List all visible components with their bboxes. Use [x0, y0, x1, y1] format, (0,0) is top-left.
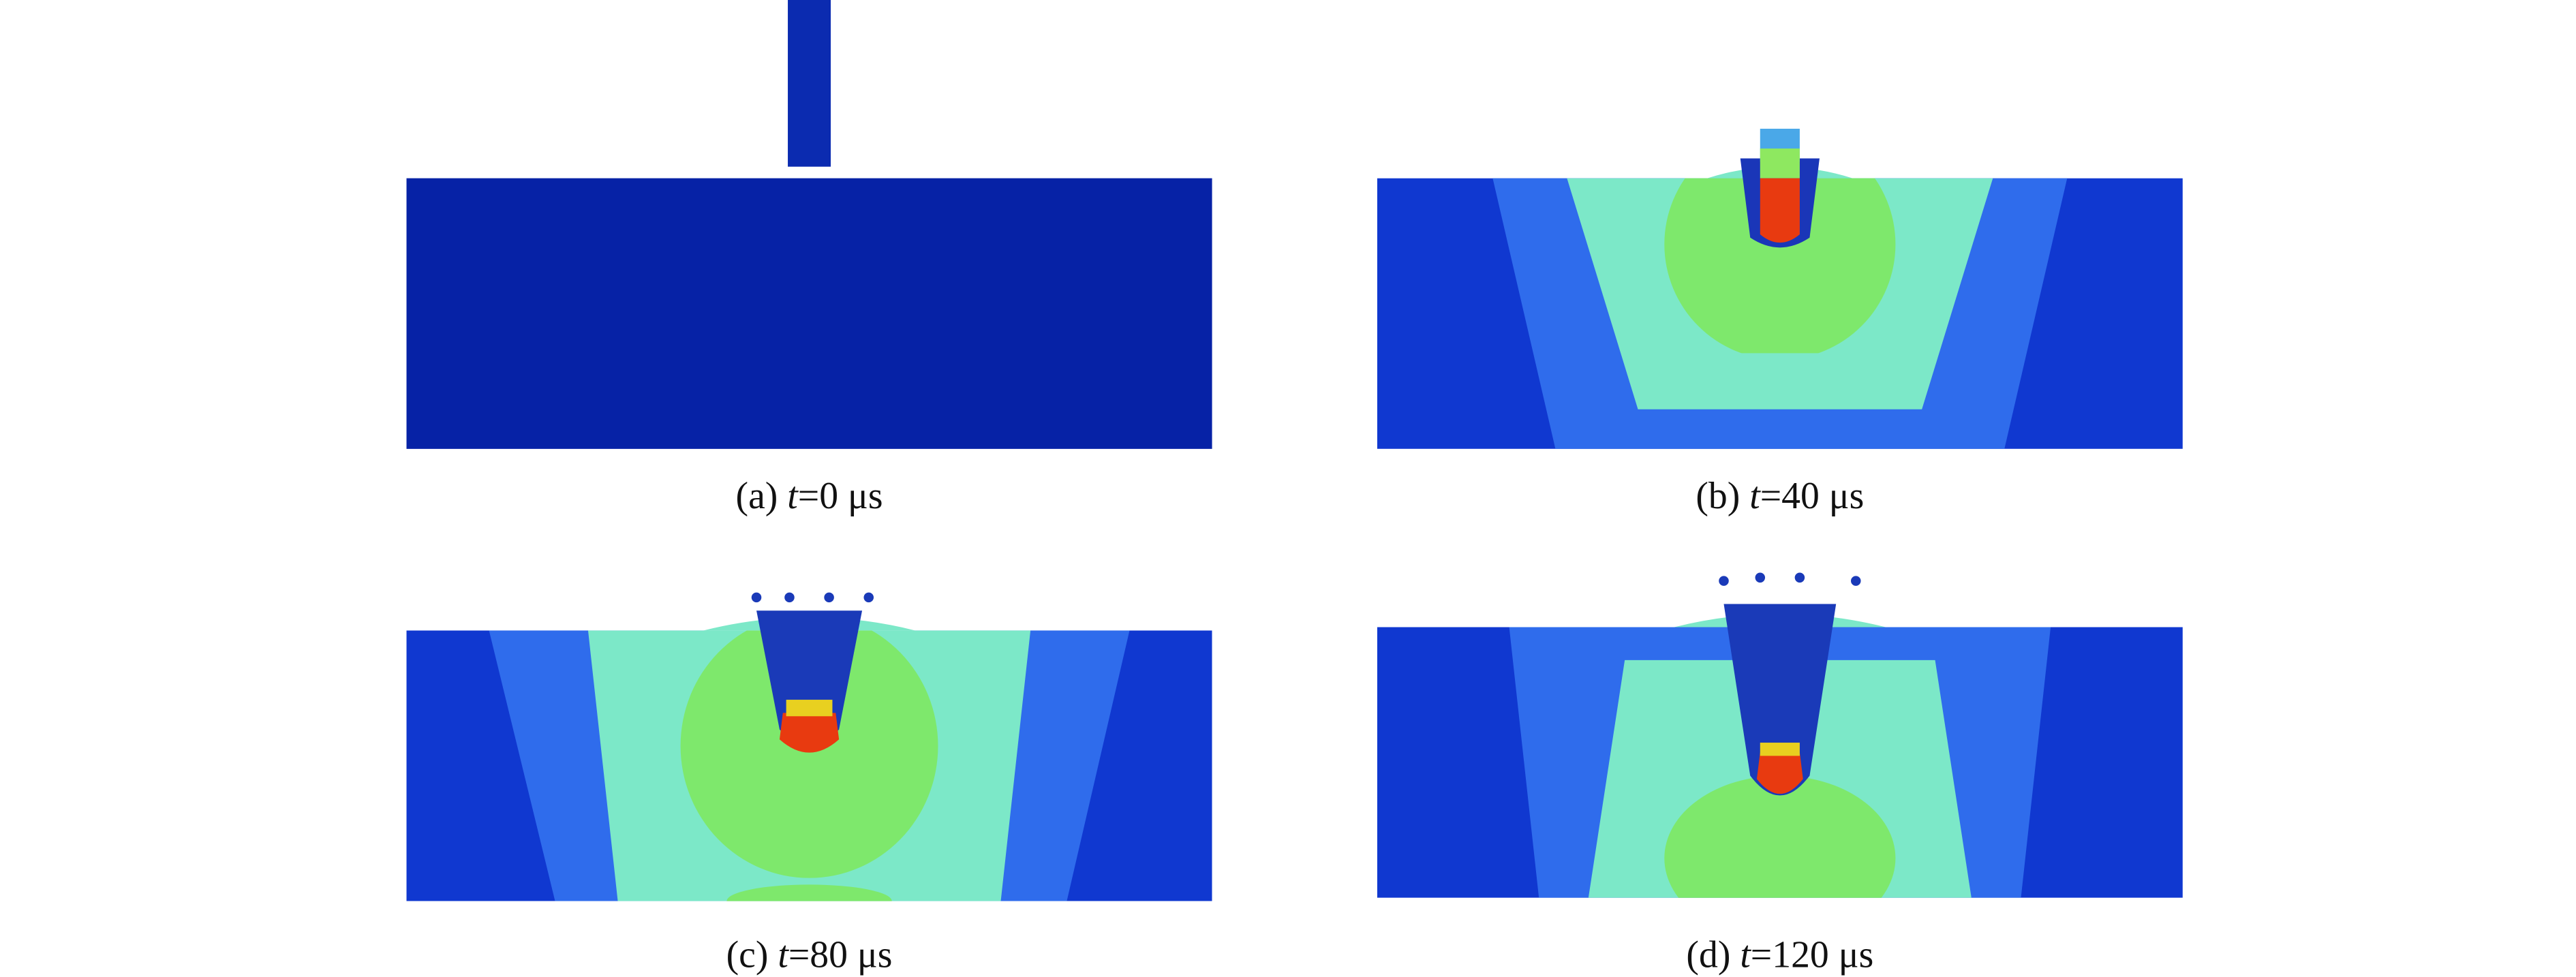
caption-variable: t	[787, 475, 799, 517]
caption-label: (a)	[736, 475, 778, 517]
panel-a	[406, 0, 1212, 449]
projectile	[751, 592, 874, 753]
caption-variable: t	[778, 933, 789, 976]
caption: (d) t=120 μs	[1686, 933, 1873, 976]
caption-variable: t	[1740, 933, 1751, 976]
caption: (b) t=40 μs	[1696, 475, 1864, 517]
caption-label: (c)	[726, 933, 769, 976]
caption-time: =80 μs	[788, 933, 893, 976]
caption-variable: t	[1749, 475, 1761, 517]
panel-b	[1377, 128, 2183, 449]
caption-time: =120 μs	[1751, 933, 1873, 976]
caption-time: =0 μs	[798, 475, 883, 517]
projectile	[1719, 572, 1861, 796]
panel-c	[406, 592, 1212, 901]
caption-time: =40 μs	[1760, 475, 1865, 517]
target-plate	[406, 178, 1212, 449]
projectile	[1740, 128, 1820, 248]
caption: (c) t=80 μs	[726, 933, 893, 976]
projectile	[788, 0, 831, 167]
panel-d	[1377, 572, 2183, 898]
caption-label: (b)	[1696, 475, 1740, 517]
caption-label: (d)	[1686, 933, 1730, 976]
caption: (a) t=0 μs	[736, 475, 883, 517]
